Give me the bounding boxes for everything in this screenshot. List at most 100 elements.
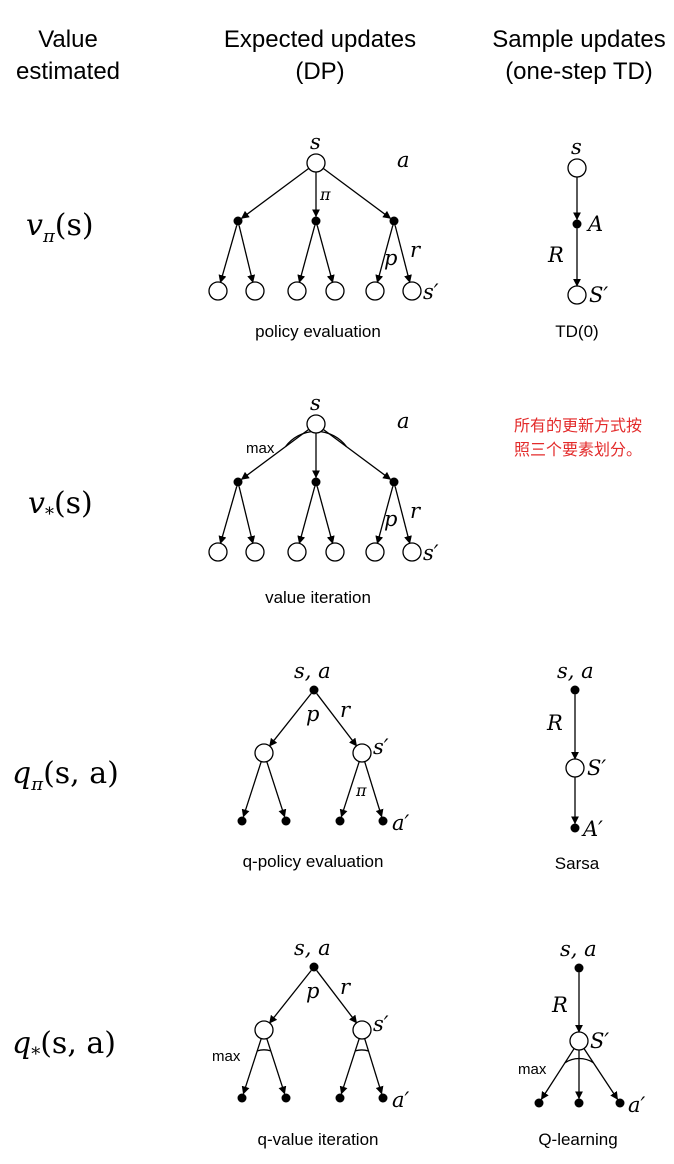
edge-arrow — [316, 693, 358, 747]
note-text: 所有的更新方式按照三个要素划分。 — [514, 416, 643, 459]
root-action-node — [574, 963, 584, 973]
edge-arrow — [241, 1038, 262, 1095]
edge-arrow — [297, 486, 316, 545]
next-action-node — [378, 1093, 388, 1103]
max-arc — [355, 1049, 369, 1052]
label-s-prime: s′ — [373, 735, 389, 759]
edge-arrow — [322, 428, 392, 480]
caption-policy-evaluation: policy evaluation — [255, 322, 381, 341]
edge-arrow — [540, 1048, 575, 1100]
edge-arrow — [269, 970, 312, 1024]
label-p: p — [306, 979, 319, 1003]
next-state-node — [402, 281, 422, 301]
root-action-node — [309, 685, 319, 695]
max-label: max — [212, 1048, 241, 1065]
label-A: A — [586, 212, 603, 236]
next-action-node — [378, 816, 388, 826]
label-s-prime: s′ — [373, 1012, 389, 1036]
label-s-a: s, a — [294, 936, 331, 960]
action-node — [233, 477, 243, 487]
caption-q-learning: Q-learning — [538, 1130, 618, 1149]
next-state-node — [208, 542, 228, 562]
edge-arrow — [375, 486, 394, 545]
next-state-node — [567, 285, 587, 305]
caption-td0: TD(0) — [555, 322, 599, 341]
edge-arrow — [218, 225, 238, 284]
label-s: s — [310, 391, 321, 415]
edge-arrow — [322, 167, 392, 219]
label-a: a — [397, 409, 410, 433]
edge-arrow — [339, 761, 360, 818]
max-label: max — [518, 1061, 547, 1078]
next-state-node — [287, 542, 307, 562]
label-R: R — [547, 243, 564, 267]
header-value-estimated-line2: estimated — [15, 58, 121, 85]
caption-q-value-iteration: q-value iteration — [257, 1130, 379, 1149]
label-a-prime: a′ — [392, 1088, 410, 1112]
next-state-node — [245, 542, 265, 562]
max-arc — [257, 1049, 271, 1052]
action-node — [389, 216, 399, 226]
label-r: r — [340, 698, 352, 722]
next-state-node — [287, 281, 307, 301]
action-node — [389, 477, 399, 487]
caption-sarsa: Sarsa — [554, 854, 600, 873]
edge-arrow — [218, 486, 238, 545]
edge-arrow — [266, 761, 287, 818]
action-node — [233, 216, 243, 226]
action-node — [311, 216, 321, 226]
edge-arrow — [583, 1048, 619, 1100]
label-A-prime: A′ — [581, 817, 603, 841]
label-a: a — [397, 148, 410, 172]
edge-arrow — [316, 486, 335, 545]
edge-arrow — [238, 486, 256, 545]
next-state-node — [325, 281, 345, 301]
label-p: p — [384, 507, 397, 531]
next-state-node — [569, 1031, 589, 1051]
header-sample-updates: Sample updates (one-step TD) — [484, 24, 674, 88]
next-action-node — [335, 816, 345, 826]
label-a-prime: a′ — [628, 1093, 646, 1117]
next-state-node — [325, 542, 345, 562]
next-state-node — [245, 281, 265, 301]
caption-q-policy-evaluation: q-policy evaluation — [242, 852, 384, 871]
next-state-node — [352, 1020, 372, 1040]
edge-arrow — [316, 970, 358, 1024]
label-R: R — [551, 993, 568, 1017]
edge-arrow — [238, 225, 256, 284]
label-r: r — [340, 975, 352, 999]
edge-arrow — [241, 761, 262, 818]
next-action-node — [570, 823, 580, 833]
next-state-node — [365, 542, 385, 562]
label-S-prime: S′ — [589, 283, 608, 307]
action-node — [311, 477, 321, 487]
next-action-node — [335, 1093, 345, 1103]
value-label-row4: q*(s, a) — [12, 1026, 116, 1065]
label-R: R — [546, 711, 563, 735]
edge-arrow — [375, 225, 394, 284]
next-action-node — [574, 1098, 584, 1108]
max-label: max — [246, 440, 275, 457]
edge-arrow — [297, 225, 316, 284]
root-state-node — [306, 414, 326, 434]
edge-arrow — [394, 486, 412, 545]
action-node — [572, 219, 582, 229]
root-state-node — [567, 158, 587, 178]
edge-arrow — [364, 1038, 384, 1095]
value-label-row1: vπ(s) — [26, 208, 94, 247]
edge-arrow — [240, 428, 310, 480]
edge-arrow — [339, 1038, 360, 1095]
value-label-row2: v*(s) — [28, 486, 93, 525]
next-state-node — [254, 1020, 274, 1040]
next-action-node — [281, 1093, 291, 1103]
header-sample-updates-line2: (one-step TD) — [505, 58, 653, 85]
header-expected-updates: Expected updates (DP) — [208, 24, 432, 88]
label-s-prime: s′ — [423, 541, 439, 565]
label-s-a: s, a — [557, 659, 594, 683]
next-state-node — [208, 281, 228, 301]
root-state-node — [306, 153, 326, 173]
next-action-node — [281, 816, 291, 826]
next-action-node — [534, 1098, 544, 1108]
caption-value-iteration: value iteration — [265, 588, 371, 607]
next-state-node — [254, 743, 274, 763]
